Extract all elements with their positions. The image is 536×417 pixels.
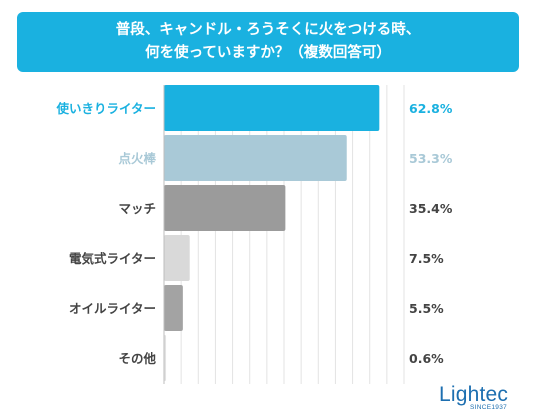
category-label: 使いきりライター — [55, 101, 156, 116]
bar — [164, 85, 380, 131]
value-label: 53.3% — [409, 151, 453, 166]
logo-wordmark: Lightec — [439, 383, 509, 406]
chart-title-line-2: 何を使っていますか？（複数回答可） — [145, 45, 391, 61]
value-label: 7.5% — [409, 251, 444, 266]
value-label: 62.8% — [409, 101, 453, 116]
bar — [164, 135, 347, 181]
bar — [164, 235, 190, 281]
logo-tagline: SINCE1937 — [470, 404, 508, 411]
chart-title-banner: 普段、キャンドル・ろうそくに火をつける時、 何を使っていますか？（複数回答可） — [17, 12, 519, 72]
chart-title-line-1: 普段、キャンドル・ろうそくに火をつける時、 — [115, 22, 421, 38]
lightec-logo: Lightec SINCE1937 — [439, 384, 519, 414]
value-label: 5.5% — [409, 301, 444, 316]
value-label: 0.6% — [409, 351, 444, 366]
bar — [164, 285, 183, 331]
category-label: その他 — [118, 351, 156, 366]
category-label: オイルライター — [69, 301, 156, 316]
value-label: 35.4% — [409, 201, 453, 216]
category-label: マッチ — [118, 201, 156, 216]
category-label: 点火棒 — [118, 151, 156, 166]
category-label: 電気式ライター — [69, 251, 156, 266]
bar — [164, 335, 167, 381]
bar — [164, 185, 286, 231]
